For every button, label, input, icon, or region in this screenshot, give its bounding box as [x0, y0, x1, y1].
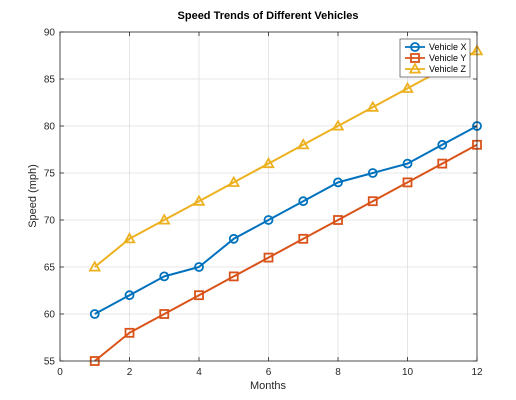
- data-point: [367, 168, 378, 178]
- data-point: [263, 215, 274, 225]
- y-tick-label: 80: [44, 122, 56, 133]
- series-vehicle-y: [89, 139, 482, 366]
- data-point: [298, 233, 309, 244]
- y-tick-label: 85: [44, 75, 56, 86]
- data-point: [228, 233, 239, 244]
- data-point: [157, 213, 171, 225]
- x-tick-label: 0: [57, 367, 63, 378]
- data-point: [123, 232, 136, 244]
- y-tick-label: 60: [44, 310, 56, 321]
- x-tick-label: 12: [471, 367, 483, 378]
- data-point: [88, 260, 102, 272]
- data-point: [124, 290, 135, 301]
- data-point: [159, 309, 170, 319]
- data-point: [194, 262, 204, 272]
- y-tick-label: 75: [44, 169, 56, 180]
- legend-marker: [410, 53, 420, 63]
- y-axis-label: Speed (mph): [27, 164, 39, 228]
- legend-label: Vehicle Z: [429, 64, 467, 74]
- data-point: [402, 177, 413, 188]
- x-tick-label: 8: [335, 367, 341, 378]
- series-line: [94, 125, 478, 315]
- data-point: [402, 158, 413, 169]
- data-point: [401, 81, 414, 93]
- data-point: [159, 271, 170, 282]
- legend-marker: [410, 42, 420, 52]
- y-tick-label: 70: [44, 216, 56, 227]
- legend-item: Vehicle Y: [405, 53, 466, 63]
- legend-item: Vehicle X: [405, 42, 467, 52]
- data-point: [228, 271, 239, 282]
- y-tick-label: 55: [44, 357, 56, 368]
- data-point: [192, 194, 206, 206]
- data-point: [437, 139, 448, 150]
- data-point: [298, 196, 309, 207]
- legend-marker: [408, 62, 422, 74]
- x-tick-label: 10: [402, 367, 414, 378]
- series-vehicle-z: [88, 44, 484, 272]
- x-tick-label: 2: [127, 367, 133, 378]
- data-point: [366, 100, 380, 112]
- data-point: [194, 290, 204, 301]
- axis-ticks: 0 2 4 6 8 10 12 55 60 65 70 75 80 85 90: [44, 28, 483, 379]
- series-line: [94, 143, 478, 362]
- legend-label: Vehicle X: [429, 42, 467, 52]
- y-tick-label: 65: [44, 263, 56, 274]
- x-tick-label: 4: [196, 367, 202, 378]
- data-point: [333, 177, 343, 188]
- legend-item: Vehicle Z: [405, 62, 467, 74]
- data-point: [367, 196, 378, 207]
- data-point: [437, 158, 448, 169]
- chart-title: Speed Trends of Different Vehicles: [178, 10, 359, 22]
- x-axis-label: Months: [250, 380, 287, 392]
- data-point: [296, 138, 310, 150]
- data-point: [227, 175, 241, 187]
- data-point: [262, 156, 275, 169]
- data-point: [331, 119, 345, 131]
- x-tick-label: 6: [266, 367, 272, 378]
- data-point: [263, 252, 274, 263]
- y-tick-label: 90: [44, 28, 56, 39]
- data-point: [333, 215, 343, 225]
- legend-label: Vehicle Y: [429, 53, 466, 63]
- data-point: [89, 309, 100, 319]
- series-line: [94, 49, 478, 268]
- data-point: [124, 327, 135, 338]
